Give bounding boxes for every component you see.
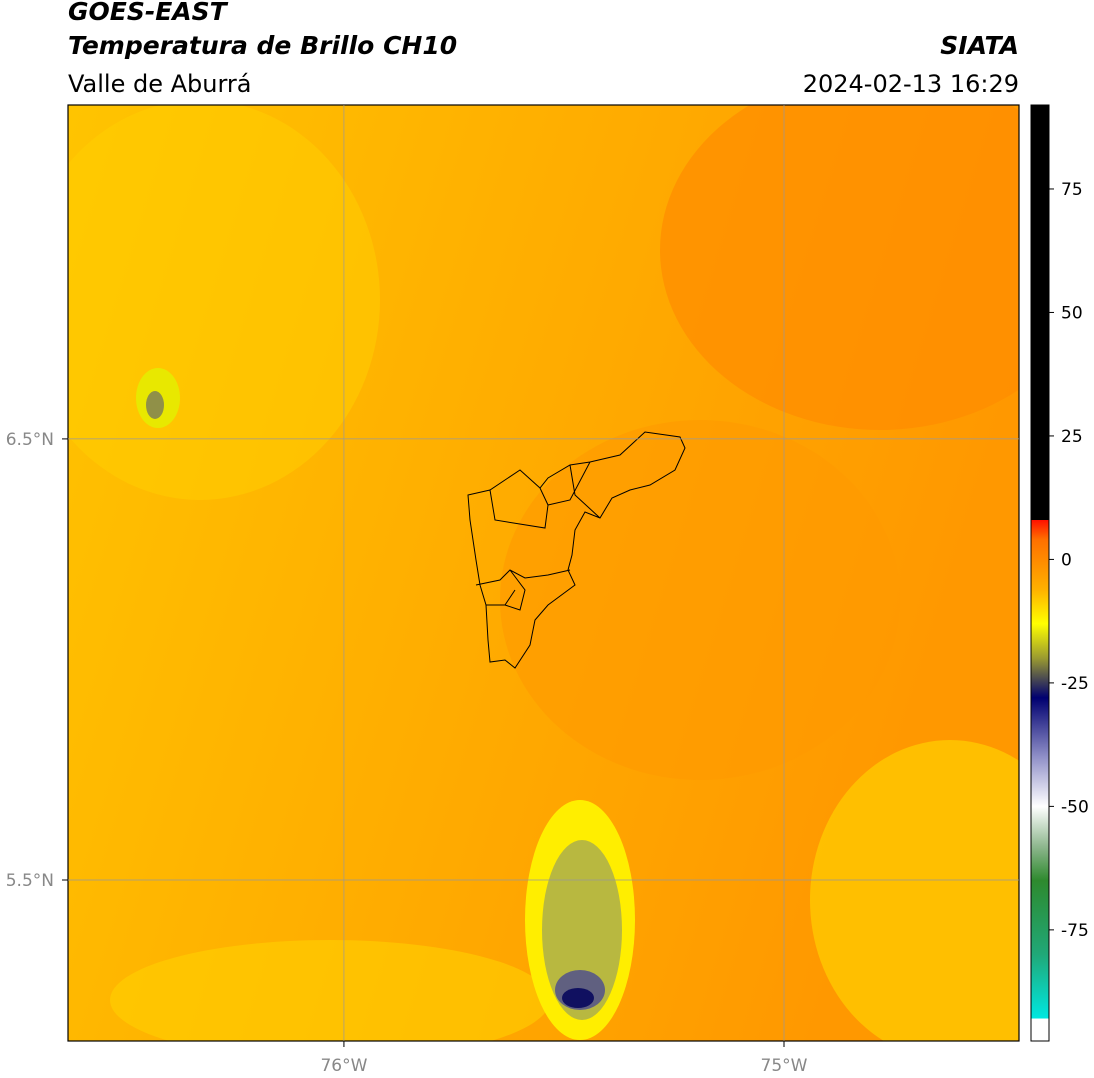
- boundary: [467, 431, 686, 669]
- source: SIATA: [940, 31, 1019, 60]
- colorbar-tick-label: 75: [1061, 180, 1083, 200]
- colorbar-tick-label: -50: [1061, 797, 1089, 817]
- subtitle: Temperatura de Brillo CH10: [68, 31, 457, 60]
- region: Valle de Aburrá: [68, 70, 252, 98]
- field: [68, 105, 1019, 1041]
- x-tick-label: 75°W: [761, 1056, 808, 1076]
- colorbar-tick-label: 25: [1061, 427, 1083, 447]
- colorbar: [1030, 104, 1050, 1042]
- colorbar-tick-label: 50: [1061, 303, 1083, 323]
- datetime: 2024-02-13 16:29: [803, 70, 1019, 98]
- map-frame: [67, 104, 1020, 1042]
- x-tick-label: 76°W: [320, 1056, 367, 1076]
- title: GOES-EAST: [68, 0, 229, 26]
- y-tick-label: 6.5°N: [6, 430, 54, 450]
- colorbar-tick-label: -75: [1061, 921, 1089, 941]
- colorbar-tick-label: -25: [1061, 674, 1089, 694]
- colorbar-tick-label: 0: [1061, 550, 1072, 570]
- y-tick-label: 5.5°N: [6, 871, 54, 891]
